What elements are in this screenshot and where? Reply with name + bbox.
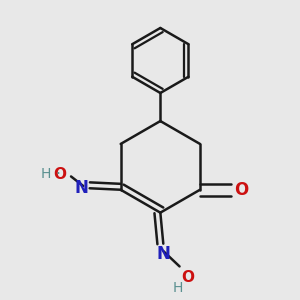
- Text: H: H: [173, 281, 183, 295]
- Text: O: O: [181, 270, 194, 285]
- Text: N: N: [74, 179, 88, 197]
- Text: N: N: [156, 245, 170, 263]
- Text: ·: ·: [56, 167, 61, 182]
- Text: H: H: [41, 167, 51, 182]
- Text: O: O: [235, 181, 249, 199]
- Text: O: O: [53, 167, 66, 182]
